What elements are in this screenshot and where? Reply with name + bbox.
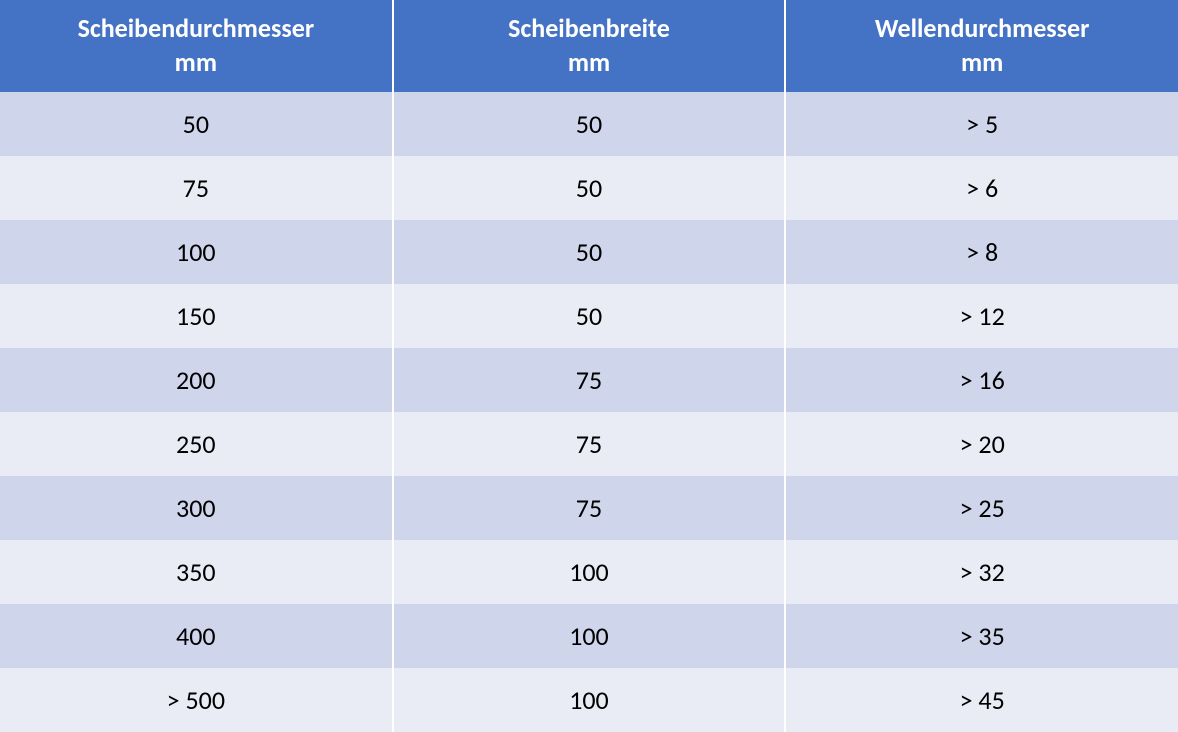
table-cell: > 5 — [785, 92, 1178, 156]
table-cell: > 35 — [785, 604, 1178, 668]
table-container: Scheibendurchmesser mm Scheibenbreite mm… — [0, 0, 1178, 732]
table-cell: 50 — [0, 92, 393, 156]
table-cell: > 16 — [785, 348, 1178, 412]
table-row: 50 50 > 5 — [0, 92, 1178, 156]
table-cell: 75 — [0, 156, 393, 220]
table-cell: 350 — [0, 540, 393, 604]
column-header: Scheibendurchmesser mm — [0, 0, 393, 92]
table-cell: 100 — [0, 220, 393, 284]
table-row: 100 50 > 8 — [0, 220, 1178, 284]
data-table: Scheibendurchmesser mm Scheibenbreite mm… — [0, 0, 1178, 732]
column-header-line1: Scheibenbreite — [394, 12, 785, 46]
table-cell: > 12 — [785, 284, 1178, 348]
column-header-line1: Wellendurchmesser — [786, 12, 1178, 46]
table-cell: > 6 — [785, 156, 1178, 220]
table-cell: 100 — [393, 604, 786, 668]
table-row: 400 100 > 35 — [0, 604, 1178, 668]
table-cell: 100 — [393, 668, 786, 732]
table-row: > 500 100 > 45 — [0, 668, 1178, 732]
column-header: Scheibenbreite mm — [393, 0, 786, 92]
table-cell: 50 — [393, 284, 786, 348]
table-cell: 200 — [0, 348, 393, 412]
table-cell: > 45 — [785, 668, 1178, 732]
table-cell: 50 — [393, 220, 786, 284]
table-body: 50 50 > 5 75 50 > 6 100 50 > 8 150 50 > … — [0, 92, 1178, 732]
header-row: Scheibendurchmesser mm Scheibenbreite mm… — [0, 0, 1178, 92]
table-cell: > 20 — [785, 412, 1178, 476]
table-cell: 100 — [393, 540, 786, 604]
table-cell: 300 — [0, 476, 393, 540]
table-cell: 75 — [393, 476, 786, 540]
table-cell: 250 — [0, 412, 393, 476]
table-row: 250 75 > 20 — [0, 412, 1178, 476]
table-cell: 50 — [393, 156, 786, 220]
table-cell: > 25 — [785, 476, 1178, 540]
table-cell: > 32 — [785, 540, 1178, 604]
table-cell: 75 — [393, 412, 786, 476]
table-cell: 50 — [393, 92, 786, 156]
column-header-line2: mm — [394, 46, 785, 80]
table-row: 350 100 > 32 — [0, 540, 1178, 604]
column-header-line1: Scheibendurchmesser — [0, 12, 392, 46]
table-row: 150 50 > 12 — [0, 284, 1178, 348]
table-cell: 150 — [0, 284, 393, 348]
table-cell: 400 — [0, 604, 393, 668]
column-header-line2: mm — [786, 46, 1178, 80]
column-header: Wellendurchmesser mm — [785, 0, 1178, 92]
table-cell: > 500 — [0, 668, 393, 732]
column-header-line2: mm — [0, 46, 392, 80]
table-row: 75 50 > 6 — [0, 156, 1178, 220]
table-cell: 75 — [393, 348, 786, 412]
table-row: 300 75 > 25 — [0, 476, 1178, 540]
table-row: 200 75 > 16 — [0, 348, 1178, 412]
table-cell: > 8 — [785, 220, 1178, 284]
